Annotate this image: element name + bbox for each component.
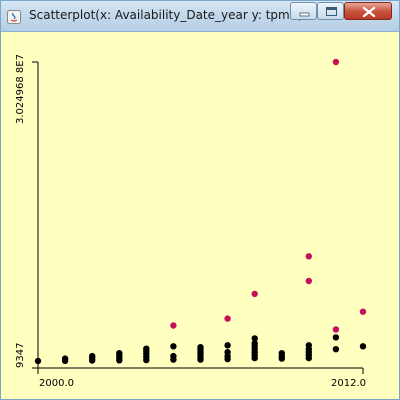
data-point-s0-34[interactable] [252,335,258,341]
minimize-icon [291,3,318,21]
data-point-s0-0[interactable] [35,358,41,364]
data-point-s1-4[interactable] [306,253,312,259]
data-point-s0-23[interactable] [197,344,203,350]
data-point-s0-9[interactable] [116,350,122,356]
close-icon [345,3,393,21]
data-point-s1-2[interactable] [252,291,258,297]
data-point-s1-5[interactable] [333,326,339,332]
data-point-s1-7[interactable] [360,309,366,315]
data-point-s1-0[interactable] [170,322,176,328]
plot-area[interactable]: 3.024968 8E7 9347 2000.0 2012.0 [1,32,399,399]
data-point-s0-45[interactable] [360,343,366,349]
data-point-s0-2[interactable] [62,355,68,361]
maximize-icon [318,3,345,21]
data-point-s0-42[interactable] [306,342,312,348]
data-point-s0-27[interactable] [224,342,230,348]
x-tick-label-max: 2012.0 [331,378,366,389]
y-tick-label-max: 3.024968 8E7 [15,54,26,124]
data-point-s0-14[interactable] [143,346,149,352]
window-title: Scatterplot(x: Availability_Date_year y:… [29,8,303,22]
data-point-s0-16[interactable] [170,353,176,359]
data-point-s1-3[interactable] [306,278,312,284]
data-point-s1-6[interactable] [333,59,339,65]
java-icon[interactable] [7,9,21,23]
data-point-s0-44[interactable] [333,334,339,340]
data-point-s0-5[interactable] [89,353,95,359]
y-tick-label-min: 9347 [15,343,26,368]
data-point-s0-43[interactable] [333,346,339,352]
maximize-button[interactable] [317,2,344,20]
scatter-plot[interactable] [1,32,399,399]
close-button[interactable] [344,2,392,20]
title-bar[interactable]: Scatterplot(x: Availability_Date_year y:… [1,1,399,32]
data-point-s0-26[interactable] [224,349,230,355]
data-point-s0-37[interactable] [279,350,285,356]
data-point-s0-17[interactable] [170,343,176,349]
x-tick-label-min: 2000.0 [39,378,74,389]
data-points [35,59,366,364]
data-point-s1-1[interactable] [224,315,230,321]
minimize-button[interactable] [290,2,317,20]
